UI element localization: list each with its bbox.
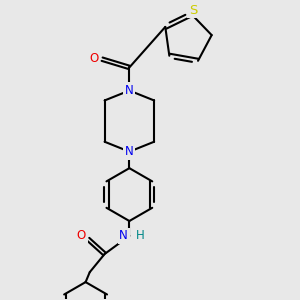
Text: N: N	[119, 230, 128, 242]
Text: O: O	[77, 230, 86, 242]
Text: O: O	[89, 52, 98, 65]
Text: N: N	[125, 84, 134, 97]
Text: H: H	[136, 230, 145, 242]
Text: N: N	[125, 145, 134, 158]
Text: S: S	[189, 4, 197, 16]
